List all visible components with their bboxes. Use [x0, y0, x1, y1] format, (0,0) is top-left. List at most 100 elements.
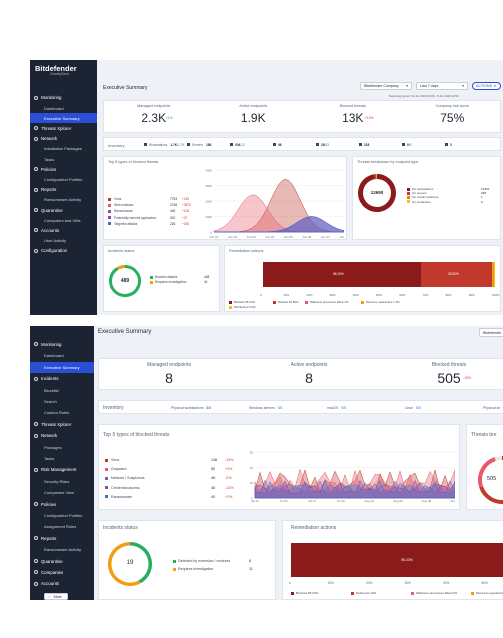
sidebar-item-security-risks[interactable]: Security Risks: [30, 476, 94, 487]
inventory-label: Inventory: [108, 143, 125, 148]
incidents-icon: [34, 376, 38, 381]
series-swatch: [105, 495, 108, 499]
sidebar-item-accounts[interactable]: Accounts: [30, 578, 94, 589]
sidebar-item-network[interactable]: Network: [30, 430, 94, 441]
sidebar-item-dashboard[interactable]: Dashboard: [30, 350, 94, 361]
inventory-item: 96: [273, 143, 282, 147]
sidebar-item-label: Configuration: [41, 248, 68, 254]
configuration-icon: [34, 248, 38, 253]
more-button[interactable]: ⋯ More: [44, 593, 68, 600]
threat-trend: +37: [182, 215, 188, 220]
legend-item: Deleted 0.12%: [351, 591, 376, 595]
sidebar-item-configuration-profiles[interactable]: Configuration Profiles: [30, 510, 94, 521]
kpi-value: 8: [165, 370, 173, 386]
x-tick-label: Jun 03: [247, 235, 256, 239]
device-icon: [273, 143, 276, 146]
inventory-item-count: 28: [321, 143, 325, 147]
inventory-card: Inventory Workstations 1.7K/1.7K Servers 18…: [103, 137, 501, 151]
threats-breakdown-total: 12690: [370, 190, 384, 195]
sidebar-item-tasks[interactable]: Tasks: [30, 453, 94, 464]
sidebar-item-executive-summary[interactable]: Executive Summary: [30, 361, 94, 373]
chevron-down-icon: ▾: [493, 84, 496, 88]
legend-value: 448: [204, 275, 210, 279]
sidebar-item-executive-summary[interactable]: Executive Summary: [30, 113, 97, 124]
sidebar-item-risk-management[interactable]: Risk Management: [30, 464, 94, 475]
sidebar-item-reports[interactable]: Reports: [30, 533, 94, 544]
incidents-donut: [109, 265, 141, 297]
inventory-item-name: Linux: [405, 406, 414, 410]
x-tick-label: 20%: [306, 293, 313, 297]
series-swatch: [108, 216, 111, 220]
incidents-card: Incidents status 19 Detected by extensio…: [98, 520, 276, 600]
sidebar-item-installation-packages[interactable]: Installation Packages: [30, 144, 97, 154]
sidebar-item-ransomware-activity[interactable]: Ransomware Activity: [30, 544, 94, 555]
threat-name: Virus: [111, 458, 120, 462]
sidebar-item-policies[interactable]: Policies: [30, 499, 94, 510]
series-swatch: [105, 467, 108, 471]
legend-item: Malicious processes killed 1%: [305, 300, 348, 304]
sidebar-item-companies-view[interactable]: Companies View: [30, 487, 94, 498]
sidebar-item-incidents[interactable]: Incidents: [30, 373, 94, 384]
sidebar-item-configuration-profiles[interactable]: Configuration Profiles: [30, 175, 97, 185]
sidebar-item-label: Policies: [41, 166, 57, 172]
sidebar-item-monitoring[interactable]: Monitoring: [30, 93, 97, 103]
legend-swatch: [471, 591, 474, 595]
sidebar-item-custom-rules[interactable]: Custom Rules: [30, 407, 94, 418]
sidebar-item-label: Dashboard: [44, 353, 64, 359]
sidebar-item-packages[interactable]: Packages: [30, 442, 94, 453]
period-select-value: Last 7 days: [420, 84, 439, 88]
x-tick-label: 40%: [352, 293, 359, 297]
actions-button[interactable]: ACTIONS ▾: [472, 82, 501, 90]
period-select[interactable]: Last 7 days ▾: [416, 82, 468, 90]
reporting-period: Reporting period: 01 Jun 2023 00:00 - 8 …: [389, 94, 459, 98]
y-tick-label: 4000: [205, 169, 212, 173]
kpi-value: 2.3K: [141, 111, 167, 125]
threat-value: 331: [170, 215, 176, 220]
legend-swatch: [361, 300, 364, 304]
sidebar-item-configuration[interactable]: Configuration: [30, 246, 97, 256]
x-tick-label: Jun 08: [339, 235, 344, 239]
company-select[interactable]: Bitdefender: [479, 328, 503, 337]
threat-value: 148: [211, 458, 217, 462]
inventory-item-count: 188: [205, 143, 212, 147]
sidebar: Bitdefender GravityZone Monitoring Dashbo…: [30, 60, 97, 315]
sidebar-item-dashboard[interactable]: Dashboard: [30, 103, 97, 113]
sidebar-item-assignment-rules[interactable]: Assignment Rules: [30, 521, 94, 532]
inventory-item-name: Physical se: [483, 406, 501, 410]
sidebar-item-reports[interactable]: Reports: [30, 185, 97, 195]
sidebar-item-user-activity[interactable]: User Activity: [30, 236, 97, 246]
legend-label: Requires investigation: [155, 280, 187, 284]
inventory-item: Workstations 1.7K/1.7K: [144, 143, 185, 147]
sidebar-item-ransomware-activity[interactable]: Ransomware Activity: [30, 195, 97, 205]
sidebar-item-monitoring[interactable]: Monitoring: [30, 339, 94, 350]
network-icon: [34, 136, 38, 141]
legend-value: 8: [249, 559, 251, 563]
sidebar-item-network[interactable]: Network: [30, 134, 97, 144]
x-tick-label: Aug 11: [450, 499, 455, 503]
kpi-trend: +1%: [165, 116, 173, 120]
x-tick-label: 70%: [422, 293, 429, 297]
inventory-item: Servers 188: [187, 143, 211, 147]
x-tick-label: 60%: [399, 293, 406, 297]
device-icon: [402, 143, 405, 146]
sidebar-item-search[interactable]: Search: [30, 396, 94, 407]
sidebar-item-threats-xplorer[interactable]: Threats Xplorer: [30, 124, 97, 134]
inventory-item: 0/5: [402, 143, 411, 147]
legend-label: Blocked attacks: [155, 275, 178, 279]
company-select[interactable]: Bitdefender Company ▾: [360, 82, 412, 90]
sidebar-item-computers-and-vms[interactable]: Computers and VMs: [30, 215, 97, 225]
sidebar-item-policies[interactable]: Policies: [30, 164, 97, 174]
sidebar-item-tasks[interactable]: Tasks: [30, 154, 97, 164]
sidebar-item-label: Threats Xplorer: [41, 421, 72, 427]
sidebar-item-accounts[interactable]: Accounts: [30, 226, 97, 236]
sidebar-item-quarantine[interactable]: Quarantine: [30, 556, 94, 567]
sidebar-item-companies[interactable]: Companies: [30, 567, 94, 578]
device-icon: [359, 143, 362, 146]
x-tick-label: 20%: [366, 581, 373, 585]
sidebar-item-threats-xplorer[interactable]: Threats Xplorer: [30, 419, 94, 430]
x-tick-label: Jun 07: [321, 235, 330, 239]
threat-name: Ransomware: [114, 209, 133, 214]
sidebar-item-blocklist[interactable]: Blocklist: [30, 385, 94, 396]
sidebar-item-quarantine[interactable]: Quarantine: [30, 205, 97, 215]
x-tick-label: Jul 30: [337, 499, 345, 503]
